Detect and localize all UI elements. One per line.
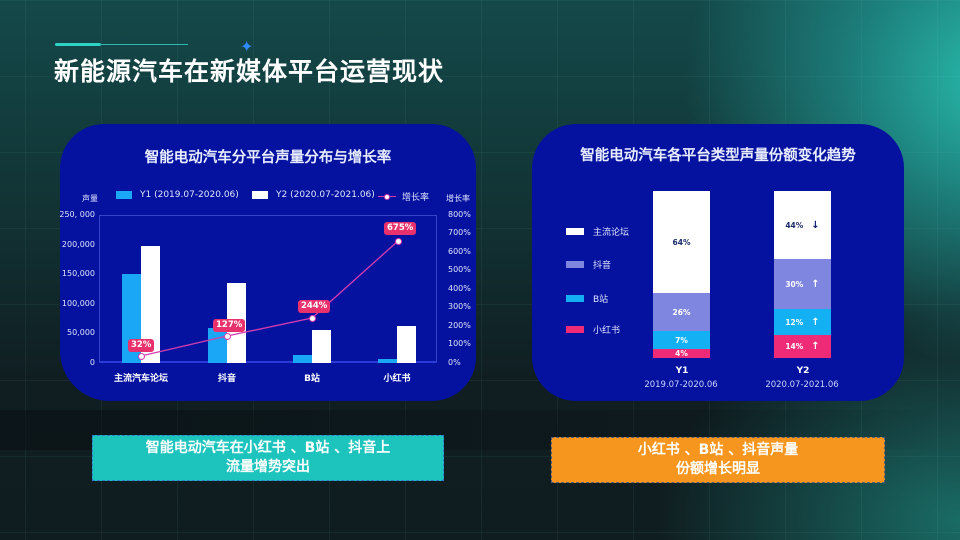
y-tick: 100,000 bbox=[61, 299, 95, 308]
y2-tick: 400% bbox=[448, 284, 471, 293]
y-tick: 250, 000 bbox=[59, 210, 95, 219]
stack-column-y2: 44% ↓ 30% ↑ 12% ↑ 14% ↑ bbox=[774, 191, 831, 358]
page-title: 新能源汽车在新媒体平台运营现状 bbox=[54, 57, 445, 86]
arrow-down-icon: ↓ bbox=[811, 219, 820, 231]
rate-point bbox=[137, 352, 145, 360]
sparkle-icon: ✦ bbox=[240, 37, 254, 56]
left-plot-area bbox=[99, 215, 437, 363]
legend-label: 抖音 bbox=[593, 261, 612, 271]
y2-tick: 600% bbox=[448, 247, 471, 256]
stack-column-y1: 64% 26% 7% 4% bbox=[653, 191, 710, 358]
legend-label: 小红书 bbox=[593, 326, 621, 336]
legend-label-y2: Y2 (2020.07-2021.06) bbox=[276, 190, 375, 200]
column-label-y2: Y2 bbox=[796, 366, 810, 376]
left-chart-title: 智能电动汽车分平台声量分布与增长率 bbox=[144, 150, 392, 166]
category-label: B站 bbox=[304, 374, 320, 384]
bar-y1-bilibili bbox=[293, 355, 312, 363]
legend-line-marker-icon bbox=[378, 193, 396, 201]
legend-swatch bbox=[566, 295, 584, 302]
y2-tick: 0% bbox=[448, 358, 461, 367]
rate-label: 675% bbox=[384, 222, 417, 235]
y-left-axis-label: 声量 bbox=[82, 194, 98, 203]
bar-y2-bilibili bbox=[312, 330, 331, 363]
legend-xiaohongshu: 小红书 bbox=[566, 323, 620, 336]
segment-douyin: 30% ↑ bbox=[774, 259, 831, 309]
y2-tick: 800% bbox=[448, 210, 471, 219]
insight-callout-right: 小红书 、B站 、抖音声量 份额增长明显 bbox=[551, 437, 885, 483]
y-tick: 0 bbox=[89, 358, 95, 367]
legend-y1: Y1 (2019.07-2020.06) bbox=[116, 190, 239, 200]
legend-label: B站 bbox=[593, 295, 609, 305]
legend-forum: 主流论坛 bbox=[566, 225, 629, 238]
legend-swatch bbox=[566, 326, 584, 333]
y-tick: 150,000 bbox=[61, 269, 95, 278]
segment-forum: 64% bbox=[653, 191, 710, 293]
right-chart-title: 智能电动汽车各平台类型声量份额变化趋势 bbox=[580, 148, 856, 164]
segment-xiaohongshu: 14% ↑ bbox=[774, 335, 831, 358]
rate-point bbox=[223, 332, 231, 340]
legend-bilibili: B站 bbox=[566, 292, 608, 305]
legend-swatch-y2 bbox=[252, 191, 268, 199]
arrow-up-icon: ↑ bbox=[811, 316, 820, 328]
y-right-axis-label: 增长率 bbox=[446, 194, 470, 203]
title-accent-line-thin bbox=[100, 44, 188, 45]
legend-label-y1: Y1 (2019.07-2020.06) bbox=[140, 190, 239, 200]
insight-callout-left: 智能电动汽车在小红书 、B站 、抖音上 流量增势突出 bbox=[92, 435, 444, 481]
column-label-y1: Y1 bbox=[675, 366, 689, 376]
column-period-y1: 2019.07-2020.06 bbox=[644, 380, 718, 390]
category-label: 小红书 bbox=[383, 374, 411, 384]
y2-tick: 700% bbox=[448, 228, 471, 237]
legend-label-rate: 增长率 bbox=[402, 193, 430, 203]
segment-bilibili: 7% bbox=[653, 331, 710, 349]
category-label: 抖音 bbox=[217, 374, 236, 384]
legend-label: 主流论坛 bbox=[593, 228, 630, 238]
rate-point bbox=[394, 237, 402, 245]
segment-douyin: 26% bbox=[653, 293, 710, 331]
right-chart-panel bbox=[532, 124, 904, 401]
callout-line: 流量增势突出 bbox=[226, 459, 310, 475]
segment-forum: 44% ↓ bbox=[774, 191, 831, 259]
arrow-up-icon: ↑ bbox=[811, 278, 820, 290]
arrow-up-icon: ↑ bbox=[811, 341, 820, 352]
y2-tick: 500% bbox=[448, 265, 471, 274]
rate-point bbox=[308, 314, 316, 322]
rate-label: 244% bbox=[298, 300, 331, 313]
rate-label: 127% bbox=[213, 319, 246, 332]
bar-y2-xiaohongshu bbox=[397, 326, 416, 363]
legend-swatch-y1 bbox=[116, 191, 132, 199]
y-tick: 200,000 bbox=[61, 240, 95, 249]
y-tick: 50,000 bbox=[67, 328, 95, 337]
segment-bilibili: 12% ↑ bbox=[774, 309, 831, 335]
y2-tick: 100% bbox=[448, 339, 471, 348]
rate-label: 32% bbox=[128, 339, 155, 352]
legend-swatch bbox=[566, 261, 584, 268]
y2-tick: 300% bbox=[448, 302, 471, 311]
legend-swatch bbox=[566, 228, 584, 235]
segment-xiaohongshu: 4% bbox=[653, 349, 710, 358]
bar-y2-forum bbox=[141, 246, 160, 363]
bar-y1-xiaohongshu bbox=[378, 359, 397, 363]
callout-line: 智能电动汽车在小红书 、B站 、抖音上 bbox=[145, 440, 391, 456]
legend-growth-rate: 增长率 bbox=[378, 190, 429, 203]
category-label: 主流汽车论坛 bbox=[113, 374, 168, 384]
legend-y2: Y2 (2020.07-2021.06) bbox=[252, 190, 375, 200]
title-accent-line bbox=[55, 43, 101, 46]
callout-line: 小红书 、B站 、抖音声量 bbox=[637, 442, 799, 458]
legend-douyin: 抖音 bbox=[566, 258, 611, 271]
column-period-y2: 2020.07-2021.06 bbox=[765, 380, 839, 390]
callout-line: 份额增长明显 bbox=[676, 461, 760, 477]
y2-tick: 200% bbox=[448, 321, 471, 330]
